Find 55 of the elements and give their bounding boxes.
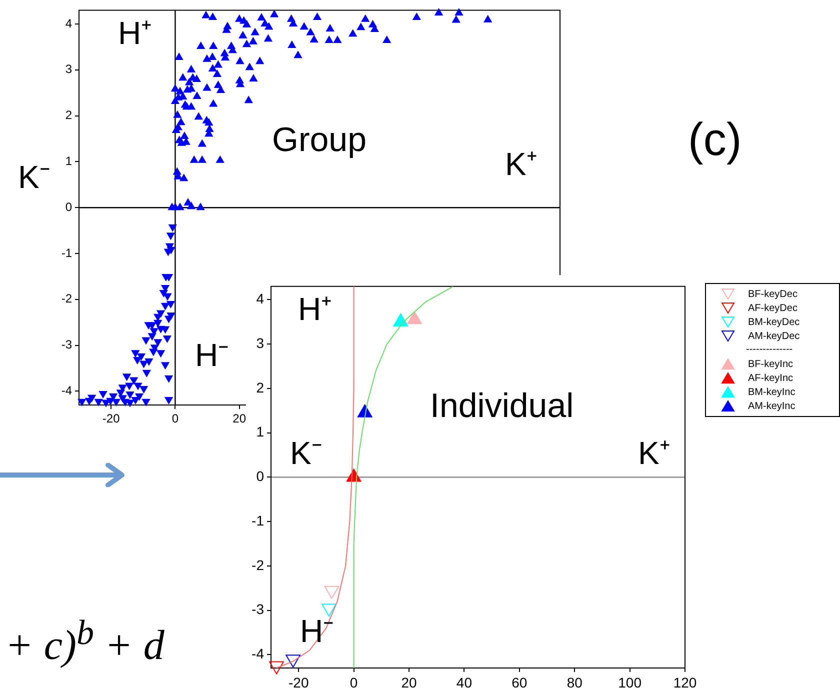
y-tick-label: -2 bbox=[252, 556, 264, 573]
point bbox=[407, 311, 422, 324]
x-tick-label: 100 bbox=[618, 674, 642, 690]
annotation: H⁻ bbox=[195, 336, 230, 374]
x-tick-label: 80 bbox=[566, 674, 583, 690]
x-tick-label: 40 bbox=[456, 674, 472, 690]
y-tick-label: 4 bbox=[65, 16, 72, 30]
text: -------------- bbox=[745, 343, 794, 357]
x-tick-label: 0 bbox=[172, 412, 179, 426]
text: + c)$^{b}$ + d bbox=[5, 612, 164, 671]
annotation: Group bbox=[272, 120, 366, 161]
y-tick-label: 3 bbox=[256, 334, 264, 351]
point bbox=[322, 604, 336, 617]
y-tick-label: 4 bbox=[256, 290, 264, 307]
annotation: H⁺ bbox=[298, 290, 332, 328]
x-tick-label: -20 bbox=[288, 674, 309, 690]
x-tick-label: 0 bbox=[350, 674, 358, 690]
legend-label: AM-keyDec bbox=[748, 330, 800, 342]
y-tick-label: 2 bbox=[65, 108, 72, 122]
point bbox=[393, 313, 408, 326]
x-tick-label: 60 bbox=[512, 674, 528, 690]
annotation: K⁺ bbox=[505, 145, 538, 184]
annotation: K⁻ bbox=[290, 434, 322, 472]
y-tick-label: 0 bbox=[256, 468, 264, 484]
annotation: H⁺ bbox=[118, 14, 152, 52]
y-tick-label: -3 bbox=[61, 338, 72, 352]
annotation: K⁺ bbox=[638, 434, 670, 472]
point bbox=[286, 654, 301, 668]
y-tick-label: -4 bbox=[252, 646, 264, 662]
text: K⁻ bbox=[18, 158, 50, 196]
legend-label: BF-keyDec bbox=[748, 288, 798, 300]
legend-label: BM-keyDec bbox=[748, 316, 800, 328]
y-tick-label: -1 bbox=[61, 246, 72, 260]
legend-label: BM-keyInc bbox=[748, 386, 796, 398]
y-tick-label: -4 bbox=[61, 384, 72, 398]
y-tick-label: 1 bbox=[256, 424, 264, 440]
y-tick-label: 0 bbox=[65, 200, 72, 214]
y-tick-label: -3 bbox=[252, 601, 264, 618]
text: (c) bbox=[688, 112, 742, 167]
x-tick-label: 20 bbox=[232, 412, 246, 426]
y-tick-label: 3 bbox=[65, 62, 72, 76]
y-tick-label: 2 bbox=[256, 379, 264, 396]
legend-label: AM-keyInc bbox=[748, 400, 796, 412]
legend-label: AF-keyInc bbox=[748, 372, 794, 384]
annotation: Individual bbox=[430, 386, 574, 427]
y-tick-label: 1 bbox=[65, 154, 72, 168]
x-tick-label: -20 bbox=[102, 412, 120, 426]
y-tick-label: -1 bbox=[252, 512, 264, 528]
legend-label: BF-keyInc bbox=[748, 358, 794, 370]
x-tick-label: 20 bbox=[401, 674, 417, 690]
point bbox=[324, 586, 340, 599]
x-tick-label: 120 bbox=[673, 674, 697, 690]
point bbox=[269, 661, 284, 674]
legend-label: AF-keyDec bbox=[748, 302, 798, 314]
y-tick-label: -2 bbox=[61, 292, 72, 306]
